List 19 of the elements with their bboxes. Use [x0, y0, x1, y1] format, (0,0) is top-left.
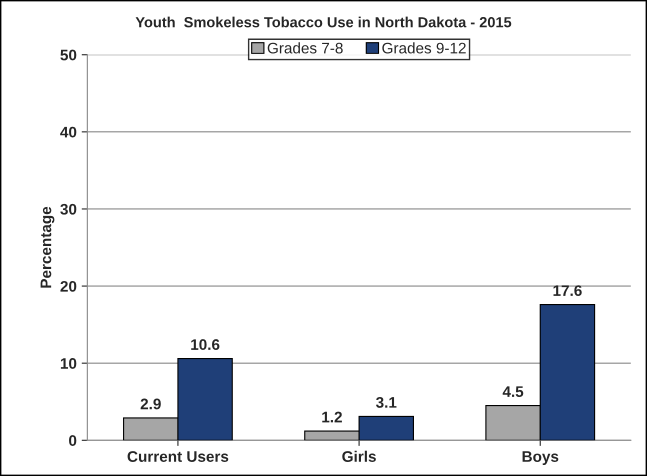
data-label: 3.1	[376, 397, 396, 408]
y-tick-label: 40	[60, 126, 76, 138]
data-label: 1.2	[322, 412, 342, 422]
x-tick-label: Current Users	[128, 451, 228, 462]
legend-label: Grades 7-8	[268, 42, 343, 54]
x-tick-label: Boys	[522, 451, 558, 465]
y-tick-label: 30	[60, 204, 76, 215]
data-label: 4.5	[502, 386, 524, 398]
data-label: 10.6	[191, 339, 220, 350]
y-tick-label: 50	[60, 50, 76, 60]
y-tick-label: 20	[60, 280, 76, 292]
y-tick-label: 0	[69, 435, 76, 446]
data-label: 2.9	[140, 398, 161, 410]
y-tick-label: 10	[60, 358, 76, 369]
chart-title: Youth Smokeless Tobacco Use in North Dakota - 2015	[136, 16, 512, 28]
data-label: 17.6	[554, 285, 582, 296]
x-tick-label: Girls	[342, 450, 376, 462]
y-axis-title: Percentage	[40, 206, 54, 288]
legend-label: Grades 9-12	[382, 42, 466, 54]
